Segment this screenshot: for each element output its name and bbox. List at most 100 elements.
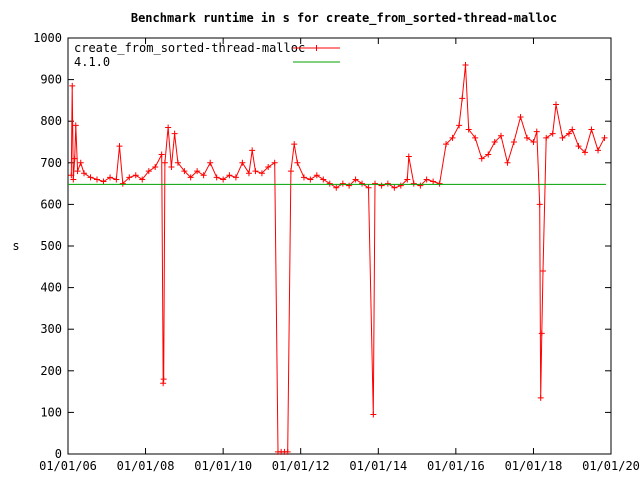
data-point-marker (565, 130, 572, 137)
data-point-marker (145, 168, 152, 175)
data-point-marker (252, 168, 259, 175)
data-point-marker (543, 134, 550, 141)
y-tick-label: 300 (40, 322, 62, 336)
data-point-marker (213, 174, 220, 181)
legend-swatch-marker (313, 45, 320, 51)
data-point-marker (187, 174, 194, 181)
x-tick-label: 01/01/20 (582, 459, 640, 473)
data-point-marker (226, 172, 233, 179)
data-point-marker (575, 143, 582, 150)
y-tick-label: 800 (40, 114, 62, 128)
data-point-marker (397, 182, 404, 189)
data-point-marker (207, 159, 214, 166)
y-axis-label: s (12, 239, 19, 253)
data-point-marker (107, 174, 114, 181)
data-point-marker (391, 184, 398, 191)
x-tick-label: 01/01/18 (505, 459, 563, 473)
data-point-marker (69, 82, 76, 89)
data-point-marker (333, 184, 340, 191)
data-point-marker (100, 178, 107, 185)
data-point-marker (284, 448, 291, 455)
series-line-0 (70, 64, 605, 453)
data-point-marker (265, 163, 272, 170)
data-point-marker (595, 147, 602, 154)
data-point-marker (271, 159, 278, 166)
data-point-marker (300, 174, 307, 181)
data-point-marker (540, 267, 547, 274)
data-point-marker (359, 180, 366, 187)
x-axis-ticks: 01/01/06 01/01/08 01/01/10 01/01/12 01/01/14… (39, 38, 640, 473)
data-point-marker (160, 376, 167, 383)
data-point-marker (459, 95, 466, 102)
plot-area-frame (67, 37, 612, 455)
data-point-marker (601, 134, 608, 141)
y-axis-ticks: 0 100 200 300 400 500 600 700 800 900 1000 (33, 31, 611, 461)
data-point-marker (405, 153, 412, 160)
x-tick-label: 01/01/12 (272, 459, 330, 473)
data-point-marker (339, 180, 346, 187)
data-point-marker (313, 172, 320, 179)
data-point-marker (119, 180, 126, 187)
data-point-marker (465, 126, 472, 133)
y-tick-label: 100 (40, 405, 62, 419)
data-point-marker (443, 141, 450, 148)
data-point-marker (74, 168, 81, 175)
data-point-marker (71, 155, 78, 162)
legend-entry-label: create_from_sorted-thread-malloc (74, 41, 305, 55)
data-point-marker (485, 151, 492, 158)
data-point-marker (113, 176, 120, 183)
data-point-marker (436, 180, 443, 187)
data-point-marker (320, 176, 327, 183)
data-point-marker (72, 122, 79, 129)
data-point-marker (158, 151, 165, 158)
data-point-marker (497, 132, 504, 139)
data-point-marker (569, 126, 576, 133)
data-point-marker (291, 141, 298, 148)
data-point-marker (160, 380, 167, 387)
data-point-marker (132, 172, 139, 179)
data-point-marker (533, 128, 540, 135)
data-point-marker (588, 126, 595, 133)
y-tick-label: 400 (40, 281, 62, 295)
series-layer (68, 62, 608, 455)
data-point-marker (370, 411, 377, 418)
data-point-marker (249, 147, 256, 154)
data-point-marker (232, 174, 239, 181)
data-point-marker (139, 176, 146, 183)
data-point-marker (456, 122, 463, 129)
data-point-marker (171, 130, 178, 137)
data-point-marker (116, 143, 123, 150)
data-point-marker (504, 159, 511, 166)
y-tick-label: 0 (55, 447, 62, 461)
data-point-marker (161, 159, 168, 166)
y-tick-label: 900 (40, 73, 62, 87)
data-point-marker (168, 163, 175, 170)
data-point-marker (384, 180, 391, 187)
data-point-marker (530, 139, 537, 145)
data-point-marker (478, 155, 485, 162)
data-point-marker (365, 184, 372, 191)
data-point-marker (559, 134, 566, 141)
data-point-marker (239, 159, 246, 166)
data-point-marker (517, 114, 524, 121)
data-point-marker (70, 176, 77, 183)
data-point-marker (538, 330, 545, 337)
x-tick-label: 01/01/08 (117, 459, 175, 473)
data-point-marker (423, 176, 430, 183)
data-point-marker (404, 176, 411, 183)
data-point-marker (523, 134, 530, 141)
data-point-marker (220, 176, 227, 183)
data-point-marker (430, 178, 437, 185)
y-tick-label: 1000 (33, 31, 62, 45)
data-point-marker (346, 182, 353, 189)
y-tick-label: 200 (40, 364, 62, 378)
data-point-marker (126, 174, 133, 181)
data-point-marker (536, 201, 543, 208)
x-tick-label: 01/01/10 (194, 459, 252, 473)
x-tick-label: 01/01/16 (427, 459, 485, 473)
data-point-marker (174, 159, 181, 166)
data-point-marker (307, 176, 314, 183)
data-point-marker (326, 180, 333, 187)
